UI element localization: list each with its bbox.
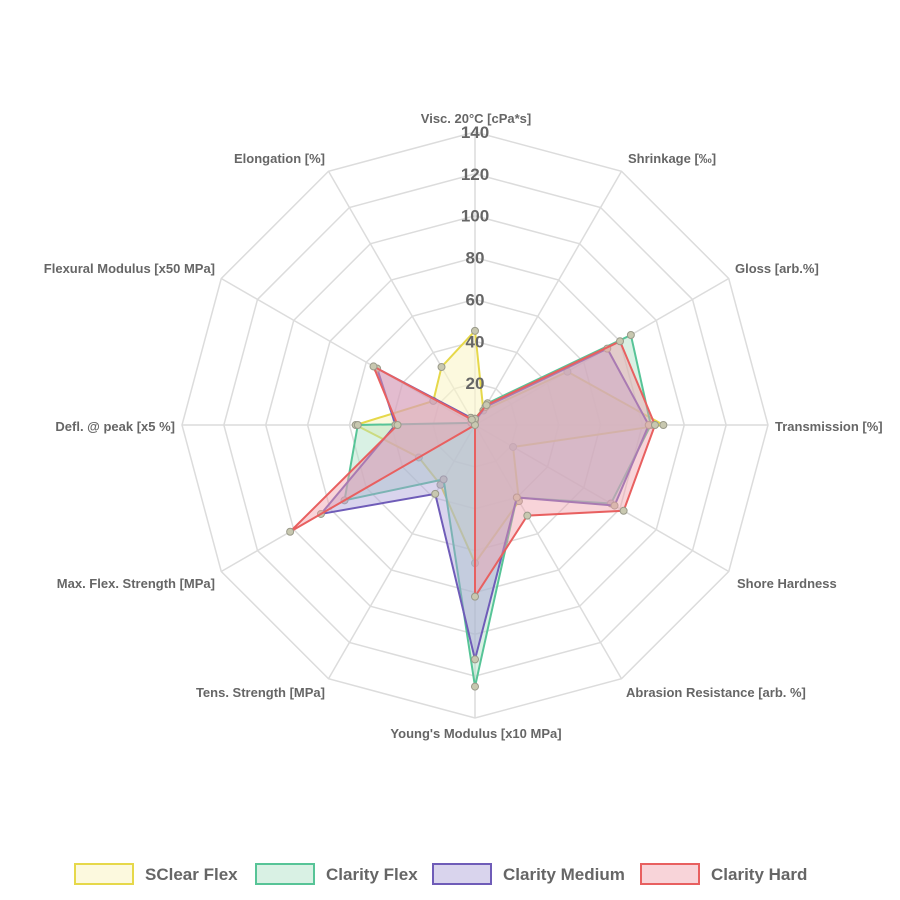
axis-label: Abrasion Resistance [arb. %]: [626, 685, 806, 700]
axis-labels: Visc. 20°C [cPa*s] Shrinkage [‰] Gloss [ar…: [44, 111, 883, 741]
legend-item[interactable]: Clarity Flex: [255, 863, 418, 885]
tick-label: 140: [461, 123, 489, 142]
data-point[interactable]: [615, 337, 624, 346]
data-point[interactable]: [482, 401, 491, 410]
data-point[interactable]: [626, 331, 635, 340]
data-point[interactable]: [393, 421, 402, 429]
axis-label: Defl. @ peak [x5 %]: [55, 419, 175, 434]
axis-label: Young's Modulus [x10 MPa]: [390, 726, 561, 741]
axis-label: Tens. Strength [MPa]: [196, 685, 325, 700]
legend-item[interactable]: Clarity Medium: [432, 863, 625, 885]
data-point[interactable]: [353, 421, 362, 429]
axis-label: Flexural Modulus [x50 MPa]: [44, 261, 215, 276]
data-point[interactable]: [439, 475, 448, 484]
legend-label: SClear Flex: [145, 865, 238, 884]
data-point[interactable]: [509, 442, 518, 451]
tick-label: 120: [461, 165, 489, 184]
legend-item[interactable]: SClear Flex: [74, 863, 238, 885]
axis-label: Gloss [arb.%]: [735, 261, 819, 276]
tick-label: 60: [466, 290, 485, 309]
axis-label: Shore Hardness: [737, 576, 837, 591]
data-point[interactable]: [610, 501, 619, 510]
data-point[interactable]: [512, 493, 521, 502]
axis-label: Visc. 20°C [cPa*s]: [421, 111, 531, 126]
legend-label: Clarity Medium: [503, 865, 625, 884]
legend-label: Clarity Hard: [711, 865, 807, 884]
data-point[interactable]: [471, 655, 479, 664]
data-point[interactable]: [619, 506, 628, 515]
data-point[interactable]: [471, 592, 479, 601]
data-point[interactable]: [471, 326, 479, 335]
legend-swatch: [640, 863, 700, 885]
legend-swatch: [74, 863, 134, 885]
data-point[interactable]: [286, 527, 295, 536]
legend-label: Clarity Flex: [326, 865, 418, 884]
data-point[interactable]: [431, 489, 440, 498]
data-point[interactable]: [471, 682, 479, 691]
data-point[interactable]: [523, 511, 532, 520]
legend-swatch: [255, 863, 315, 885]
axis-label: Transmission [%]: [775, 419, 883, 434]
legend-swatch: [432, 863, 492, 885]
series-layer: [286, 326, 668, 691]
axis-label: Shrinkage [‰]: [628, 151, 716, 166]
tick-label: 20: [466, 374, 485, 393]
tick-label: 40: [466, 332, 485, 351]
data-point[interactable]: [369, 362, 378, 371]
legend-item[interactable]: Clarity Hard: [640, 863, 807, 885]
axis-label: Max. Flex. Strength [MPa]: [57, 576, 215, 591]
data-point[interactable]: [467, 415, 476, 424]
axis-label: Elongation [%]: [234, 151, 325, 166]
axis-spoke: [474, 170, 623, 426]
tick-label: 100: [461, 207, 489, 226]
series-clarity-hard: [286, 337, 659, 601]
data-point[interactable]: [437, 363, 446, 372]
tick-labels: 20 40 60 80 100 120 140: [461, 123, 489, 393]
data-point[interactable]: [659, 421, 668, 429]
data-point[interactable]: [650, 421, 659, 429]
legend: SClear Flex Clarity Flex Clarity Medium Cla…: [74, 863, 807, 885]
axis-spoke: [474, 424, 730, 573]
tick-label: 80: [466, 249, 485, 268]
